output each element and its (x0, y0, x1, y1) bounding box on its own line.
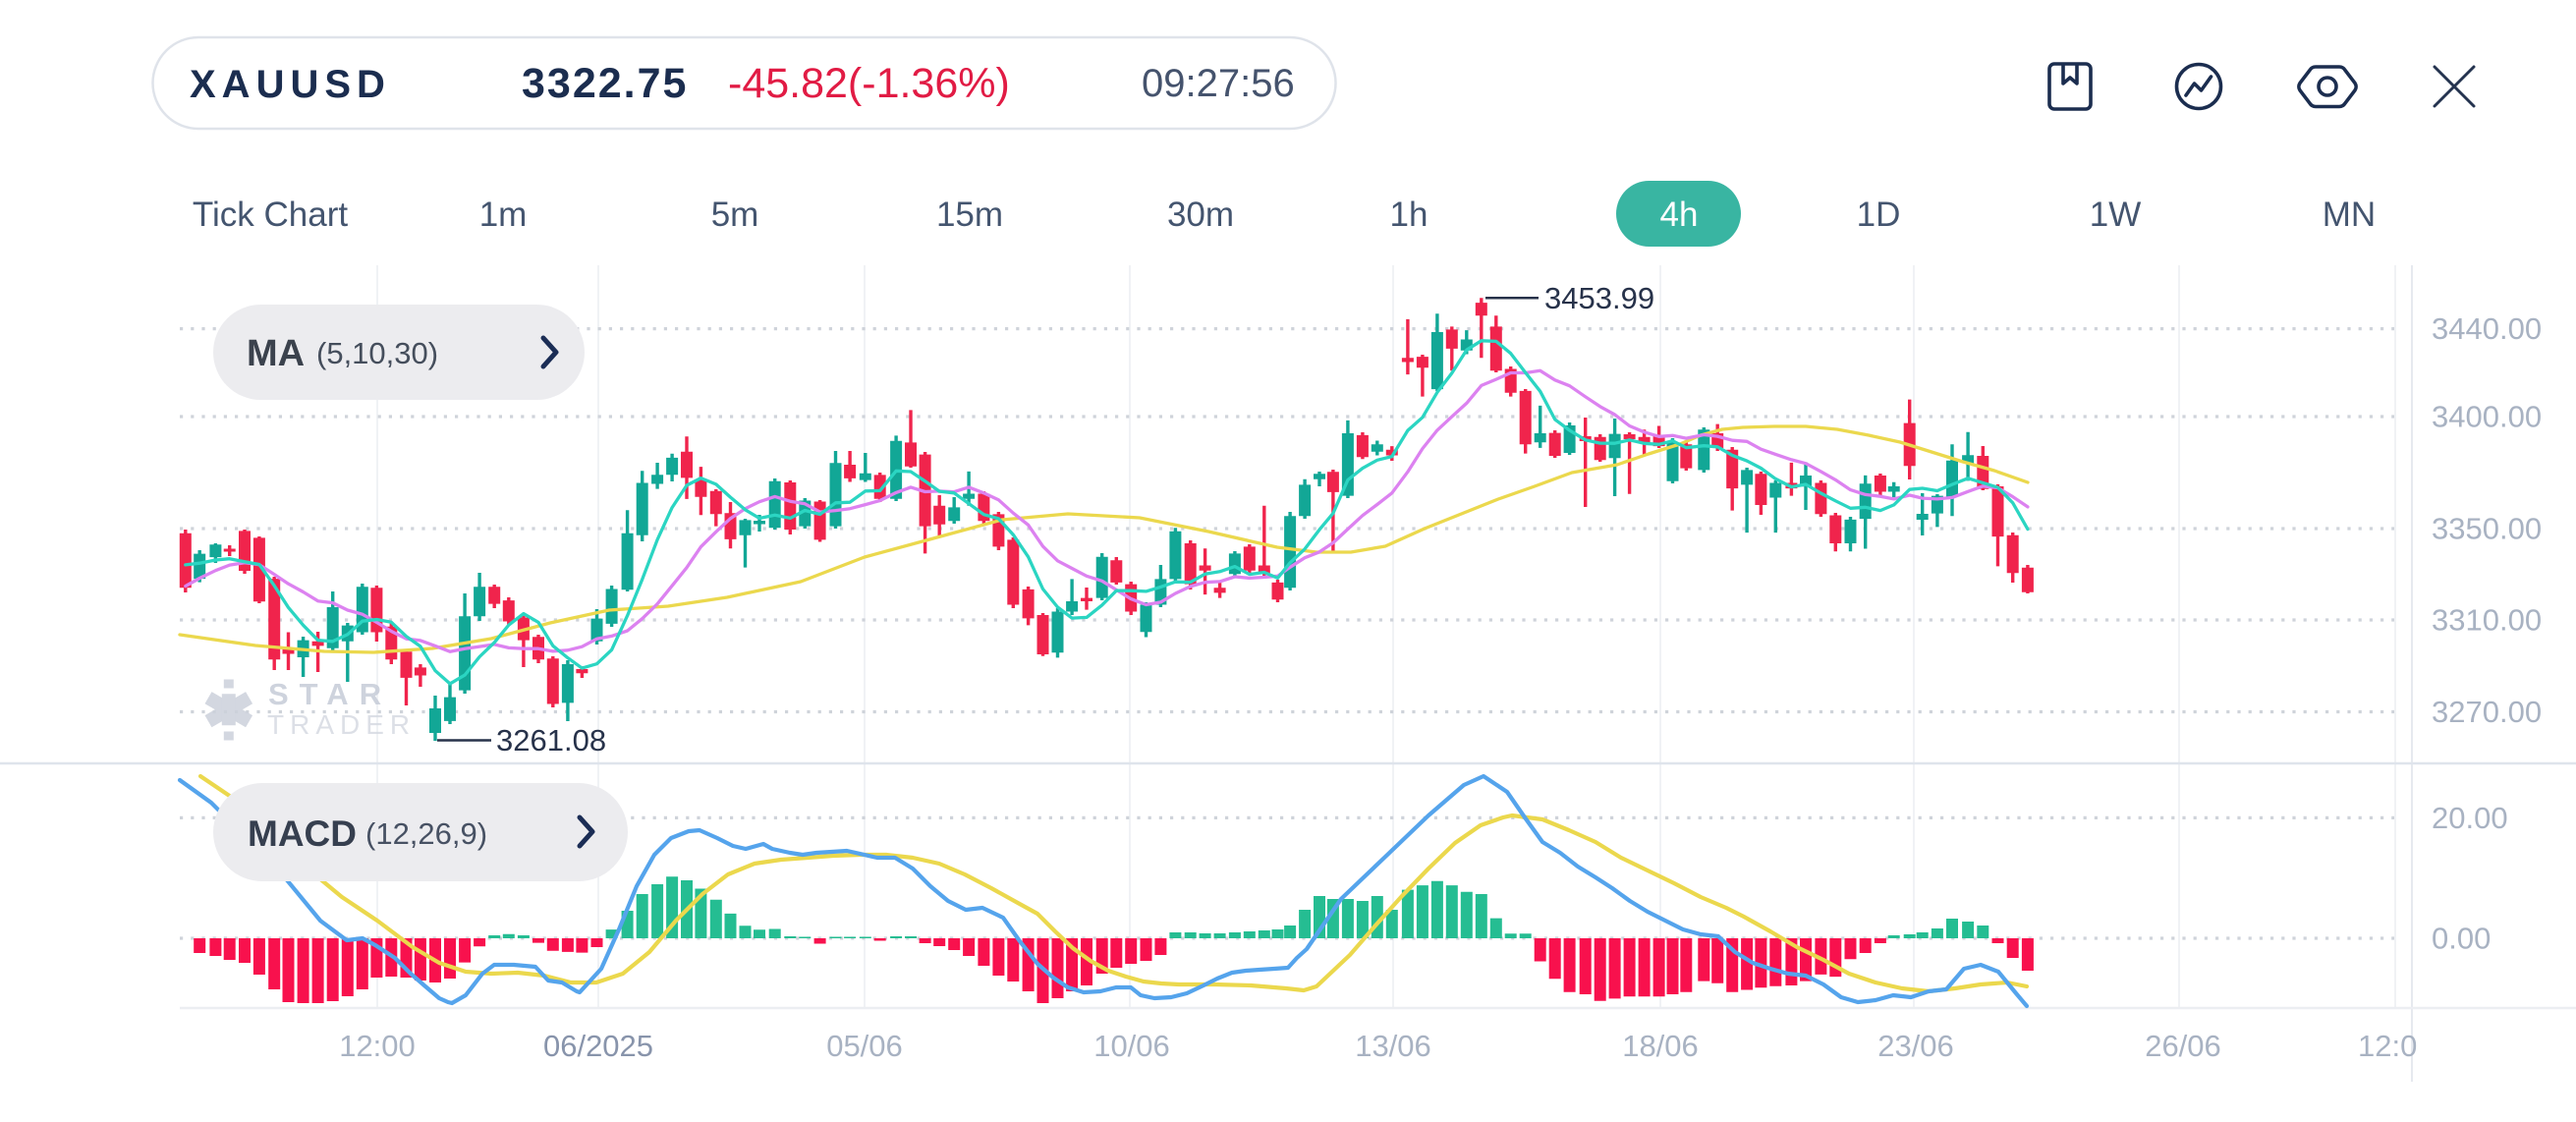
svg-text:15m: 15m (936, 196, 1003, 234)
svg-text:13/06: 13/06 (1355, 1029, 1431, 1063)
svg-text:3310.00: 3310.00 (2432, 603, 2542, 638)
svg-text:1W: 1W (2090, 196, 2142, 234)
svg-text:1h: 1h (1390, 196, 1428, 234)
svg-text:20.00: 20.00 (2432, 801, 2508, 835)
svg-text:05/06: 05/06 (826, 1029, 903, 1063)
svg-text:0.00: 0.00 (2432, 922, 2491, 956)
svg-text:-45.82(-1.36%): -45.82(-1.36%) (728, 60, 1010, 107)
svg-text:30m: 30m (1167, 196, 1234, 234)
svg-text:06/2025: 06/2025 (543, 1029, 653, 1063)
svg-text:3400.00: 3400.00 (2432, 400, 2542, 434)
svg-text:5m: 5m (711, 196, 759, 234)
svg-text:Tick Chart: Tick Chart (193, 196, 348, 234)
svg-text:3350.00: 3350.00 (2432, 512, 2542, 546)
svg-text:1D: 1D (1857, 196, 1901, 234)
svg-text:MN: MN (2323, 196, 2376, 234)
svg-text:3261.08: 3261.08 (496, 723, 606, 757)
svg-text:(12,26,9): (12,26,9) (365, 816, 487, 851)
svg-text:26/06: 26/06 (2145, 1029, 2221, 1063)
svg-text:1m: 1m (479, 196, 528, 234)
svg-text:12:0: 12:0 (2358, 1029, 2417, 1063)
svg-text:(5,10,30): (5,10,30) (316, 336, 438, 370)
svg-text:3322.75: 3322.75 (522, 60, 688, 107)
svg-text:18/06: 18/06 (1622, 1029, 1699, 1063)
svg-text:10/06: 10/06 (1093, 1029, 1170, 1063)
svg-text:3440.00: 3440.00 (2432, 311, 2542, 346)
svg-text:MACD: MACD (248, 813, 357, 854)
svg-text:3453.99: 3453.99 (1544, 281, 1654, 315)
svg-text:23/06: 23/06 (1877, 1029, 1954, 1063)
svg-text:MA: MA (247, 333, 305, 374)
svg-text:XAUUSD: XAUUSD (190, 63, 391, 106)
svg-text:12:00: 12:00 (339, 1029, 416, 1063)
svg-text:4h: 4h (1660, 196, 1699, 234)
svg-text:3270.00: 3270.00 (2432, 695, 2542, 729)
svg-text:TRADER: TRADER (267, 709, 416, 740)
svg-text:09:27:56: 09:27:56 (1142, 62, 1295, 105)
svg-text:STAR: STAR (268, 677, 392, 711)
